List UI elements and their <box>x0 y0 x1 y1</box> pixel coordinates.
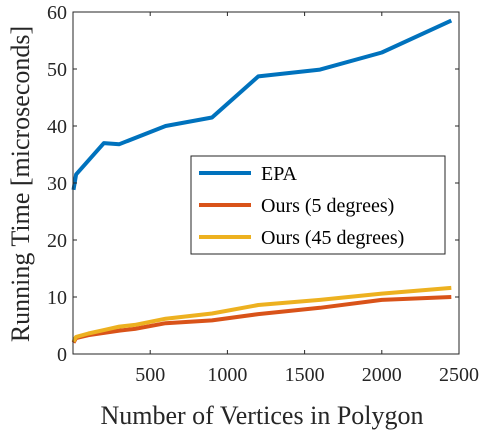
legend-label-1: EPA <box>261 163 298 185</box>
x-tick-label: 2000 <box>362 364 402 386</box>
y-axis-label: Running Time [microseconds] <box>6 26 35 342</box>
x-tick-label: 1000 <box>207 364 247 386</box>
tick-labels: 500 1000 1500 2000 2500 0 10 20 30 40 50 60 <box>47 2 479 386</box>
axes <box>72 11 460 355</box>
plot-lines <box>71 18 453 344</box>
y-tick-label: 30 <box>47 173 67 195</box>
y-tick-label: 10 <box>47 287 67 309</box>
x-tick-label: 500 <box>135 364 165 386</box>
x-axis-label: Number of Vertices in Polygon <box>100 401 423 430</box>
y-tick-label: 20 <box>47 230 67 252</box>
series-line-1 <box>71 18 453 191</box>
y-tick-label: 60 <box>47 2 67 24</box>
x-tick-label: 1500 <box>285 364 325 386</box>
y-tick-label: 50 <box>47 59 67 81</box>
series-line-3 <box>71 285 452 343</box>
x-tick-label: 2500 <box>439 364 479 386</box>
y-tick-label: 40 <box>47 116 67 138</box>
y-tick-label: 0 <box>57 344 67 366</box>
legend-label-2: Ours (5 degrees) <box>261 195 394 217</box>
legend: EPA Ours (5 degrees) Ours (45 degrees) <box>190 155 446 255</box>
legend-label-3: Ours (45 degrees) <box>261 227 404 249</box>
